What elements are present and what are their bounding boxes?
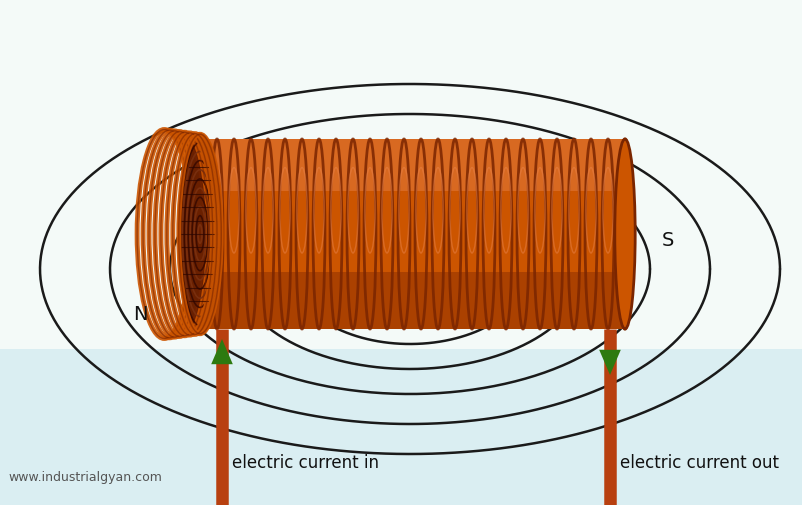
Bar (200, 140, 624, 192)
Text: S: S (661, 230, 674, 249)
Text: www.industrialgyan.com: www.industrialgyan.com (8, 471, 162, 484)
Bar (200, 140, 624, 329)
Text: electric current out: electric current out (619, 453, 778, 471)
Bar (0, 349, 802, 505)
Ellipse shape (614, 140, 634, 329)
Text: electric current in: electric current in (232, 453, 379, 471)
Bar (200, 273, 624, 329)
Bar (0, 0, 802, 349)
Ellipse shape (179, 135, 221, 334)
Polygon shape (598, 350, 620, 375)
Polygon shape (211, 339, 233, 365)
Text: N: N (132, 305, 147, 324)
